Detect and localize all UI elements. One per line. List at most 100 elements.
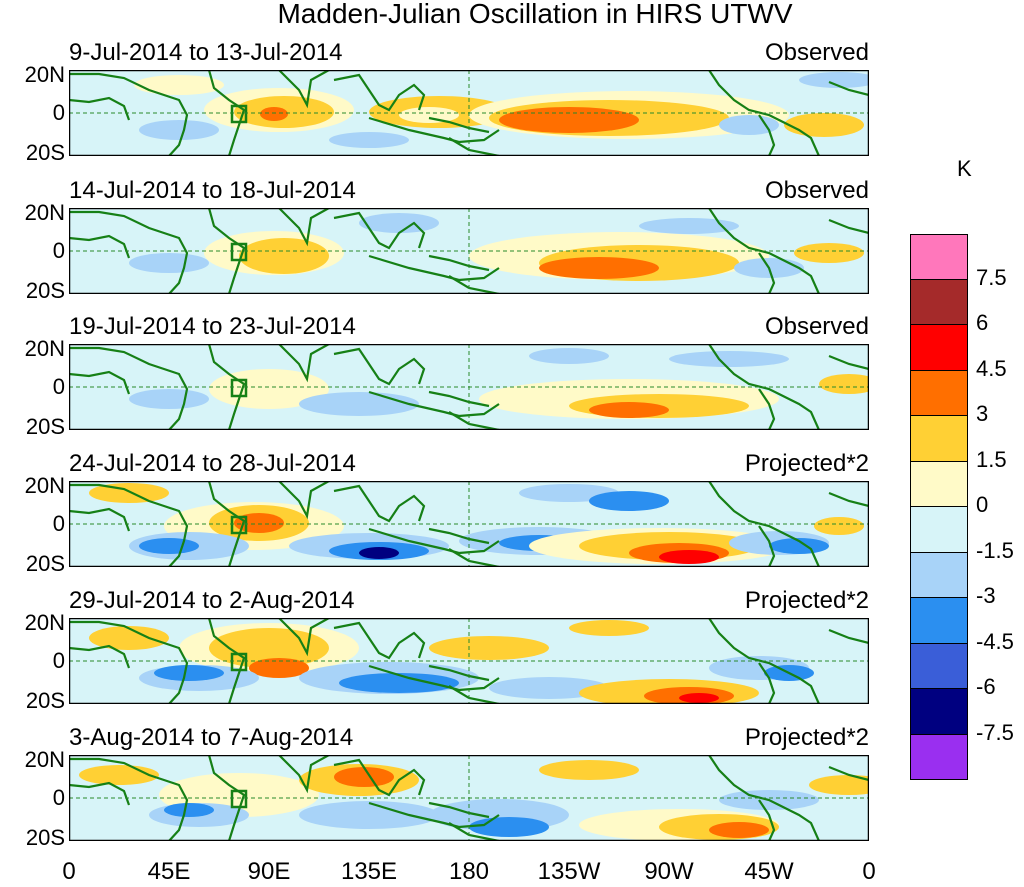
anomaly-contour xyxy=(89,626,169,650)
anomaly-contour xyxy=(129,253,209,273)
anomaly-contour xyxy=(399,107,459,123)
coastline xyxy=(708,618,821,704)
colorbar-tick-label: -3 xyxy=(976,583,996,608)
coastline xyxy=(828,628,869,645)
index-region-box xyxy=(230,652,248,672)
longitude-label: 0 xyxy=(62,858,76,885)
coastline xyxy=(69,210,189,294)
map-frame xyxy=(69,208,869,294)
anomaly-contour xyxy=(489,677,609,699)
anomaly-contour xyxy=(539,760,639,780)
colorbar-swatch xyxy=(910,325,968,371)
anomaly-contour xyxy=(539,257,659,279)
coastline xyxy=(758,252,776,294)
coastline xyxy=(207,70,246,156)
coastline xyxy=(828,218,869,235)
coastline xyxy=(207,208,246,294)
map-frame xyxy=(69,618,869,704)
map-panel: 14-Jul-2014 to 18-Jul-2014 Observed 20N 0 20… xyxy=(25,177,869,302)
panel-date-range: 3-Aug-2014 to 7-Aug-2014 xyxy=(69,724,354,751)
coastline xyxy=(758,525,776,567)
coastline xyxy=(828,80,869,97)
panel-date-range: 29-Jul-2014 to 2-Aug-2014 xyxy=(69,587,355,614)
colorbar-swatch xyxy=(910,507,968,553)
colorbar-tick-label: 1.5 xyxy=(976,446,1007,472)
anomaly-contour xyxy=(260,107,288,121)
longitude-label: 135W xyxy=(537,858,601,885)
anomaly-contour xyxy=(139,120,219,140)
map-frame xyxy=(69,481,869,567)
anomaly-contour xyxy=(639,218,739,234)
coastline xyxy=(278,70,330,109)
index-region-box xyxy=(230,789,248,809)
anomaly-map xyxy=(69,344,869,430)
latitude-label: 20S xyxy=(25,688,65,713)
colorbar-tick-label: -4.5 xyxy=(976,628,1014,654)
longitude-label: 90E xyxy=(247,858,291,885)
index-region-box xyxy=(230,104,248,124)
anomaly-map xyxy=(69,618,869,704)
panel-mode-label: Observed xyxy=(764,177,869,204)
coastline xyxy=(69,72,189,156)
anomaly-contour xyxy=(139,538,199,554)
longitude-label: 180 xyxy=(448,858,490,885)
anomaly-contour xyxy=(794,243,864,263)
coastline xyxy=(207,344,246,430)
coastline xyxy=(428,254,490,272)
panel-mode-label: Projected*2 xyxy=(744,724,869,751)
anomaly-contour xyxy=(339,673,459,693)
anomaly-map xyxy=(69,755,869,841)
anomaly-contour xyxy=(134,75,224,95)
coastline xyxy=(708,481,821,567)
coastline xyxy=(69,483,189,567)
colorbar-swatch xyxy=(910,416,968,462)
longitude-label: 45E xyxy=(147,858,191,885)
latitude-label: 0 xyxy=(52,785,65,810)
anomaly-contour xyxy=(659,550,719,564)
panel-mode-label: Projected*2 xyxy=(744,587,869,614)
coastline xyxy=(428,801,490,819)
index-region-box xyxy=(230,378,248,398)
coastline xyxy=(758,662,776,704)
coastline xyxy=(278,344,330,383)
map-panel: 29-Jul-2014 to 2-Aug-2014 Projected*2 20N 0… xyxy=(25,587,869,712)
coastline xyxy=(333,484,426,523)
coastline xyxy=(333,758,426,797)
map-panel: 9-Jul-2014 to 13-Jul-2014 Observed 20N 0 20S xyxy=(25,39,869,164)
coastline xyxy=(758,388,776,430)
latitude-label: 0 xyxy=(52,100,65,125)
coastline xyxy=(708,344,821,430)
index-region-box xyxy=(230,242,248,262)
coastline xyxy=(708,755,821,841)
map-frame xyxy=(69,755,869,841)
map-frame xyxy=(69,70,869,156)
coastline xyxy=(428,664,490,682)
colorbar-unit: K xyxy=(957,156,972,181)
coastline xyxy=(69,757,189,841)
anomaly-contour xyxy=(679,693,719,703)
anomaly-contour xyxy=(249,658,309,678)
coastline xyxy=(758,799,776,841)
colorbar-swatch xyxy=(910,734,968,780)
map-panel: 24-Jul-2014 to 28-Jul-2014 Projected*2 20N… xyxy=(25,450,869,575)
panel-mode-label: Observed xyxy=(764,39,869,66)
colorbar-tick-label: 0 xyxy=(976,492,989,517)
colorbar-swatch xyxy=(910,279,968,325)
map-frame xyxy=(69,344,869,430)
coastline xyxy=(828,491,869,508)
latitude-label: 20N xyxy=(24,336,65,361)
coastline xyxy=(278,618,330,657)
panel-date-range: 14-Jul-2014 to 18-Jul-2014 xyxy=(69,177,356,204)
anomaly-contour xyxy=(709,822,769,838)
panel-date-range: 9-Jul-2014 to 13-Jul-2014 xyxy=(69,39,343,66)
latitude-label: 20S xyxy=(25,551,65,576)
coastline xyxy=(207,618,246,704)
colorbar-tick-label: 3 xyxy=(976,401,989,426)
anomaly-map xyxy=(69,208,869,294)
latitude-label: 20N xyxy=(24,200,65,225)
anomaly-contour xyxy=(334,767,394,787)
colorbar-swatch xyxy=(910,234,968,280)
coastline xyxy=(69,370,131,395)
coastline xyxy=(428,527,490,545)
index-region-box xyxy=(230,515,248,535)
